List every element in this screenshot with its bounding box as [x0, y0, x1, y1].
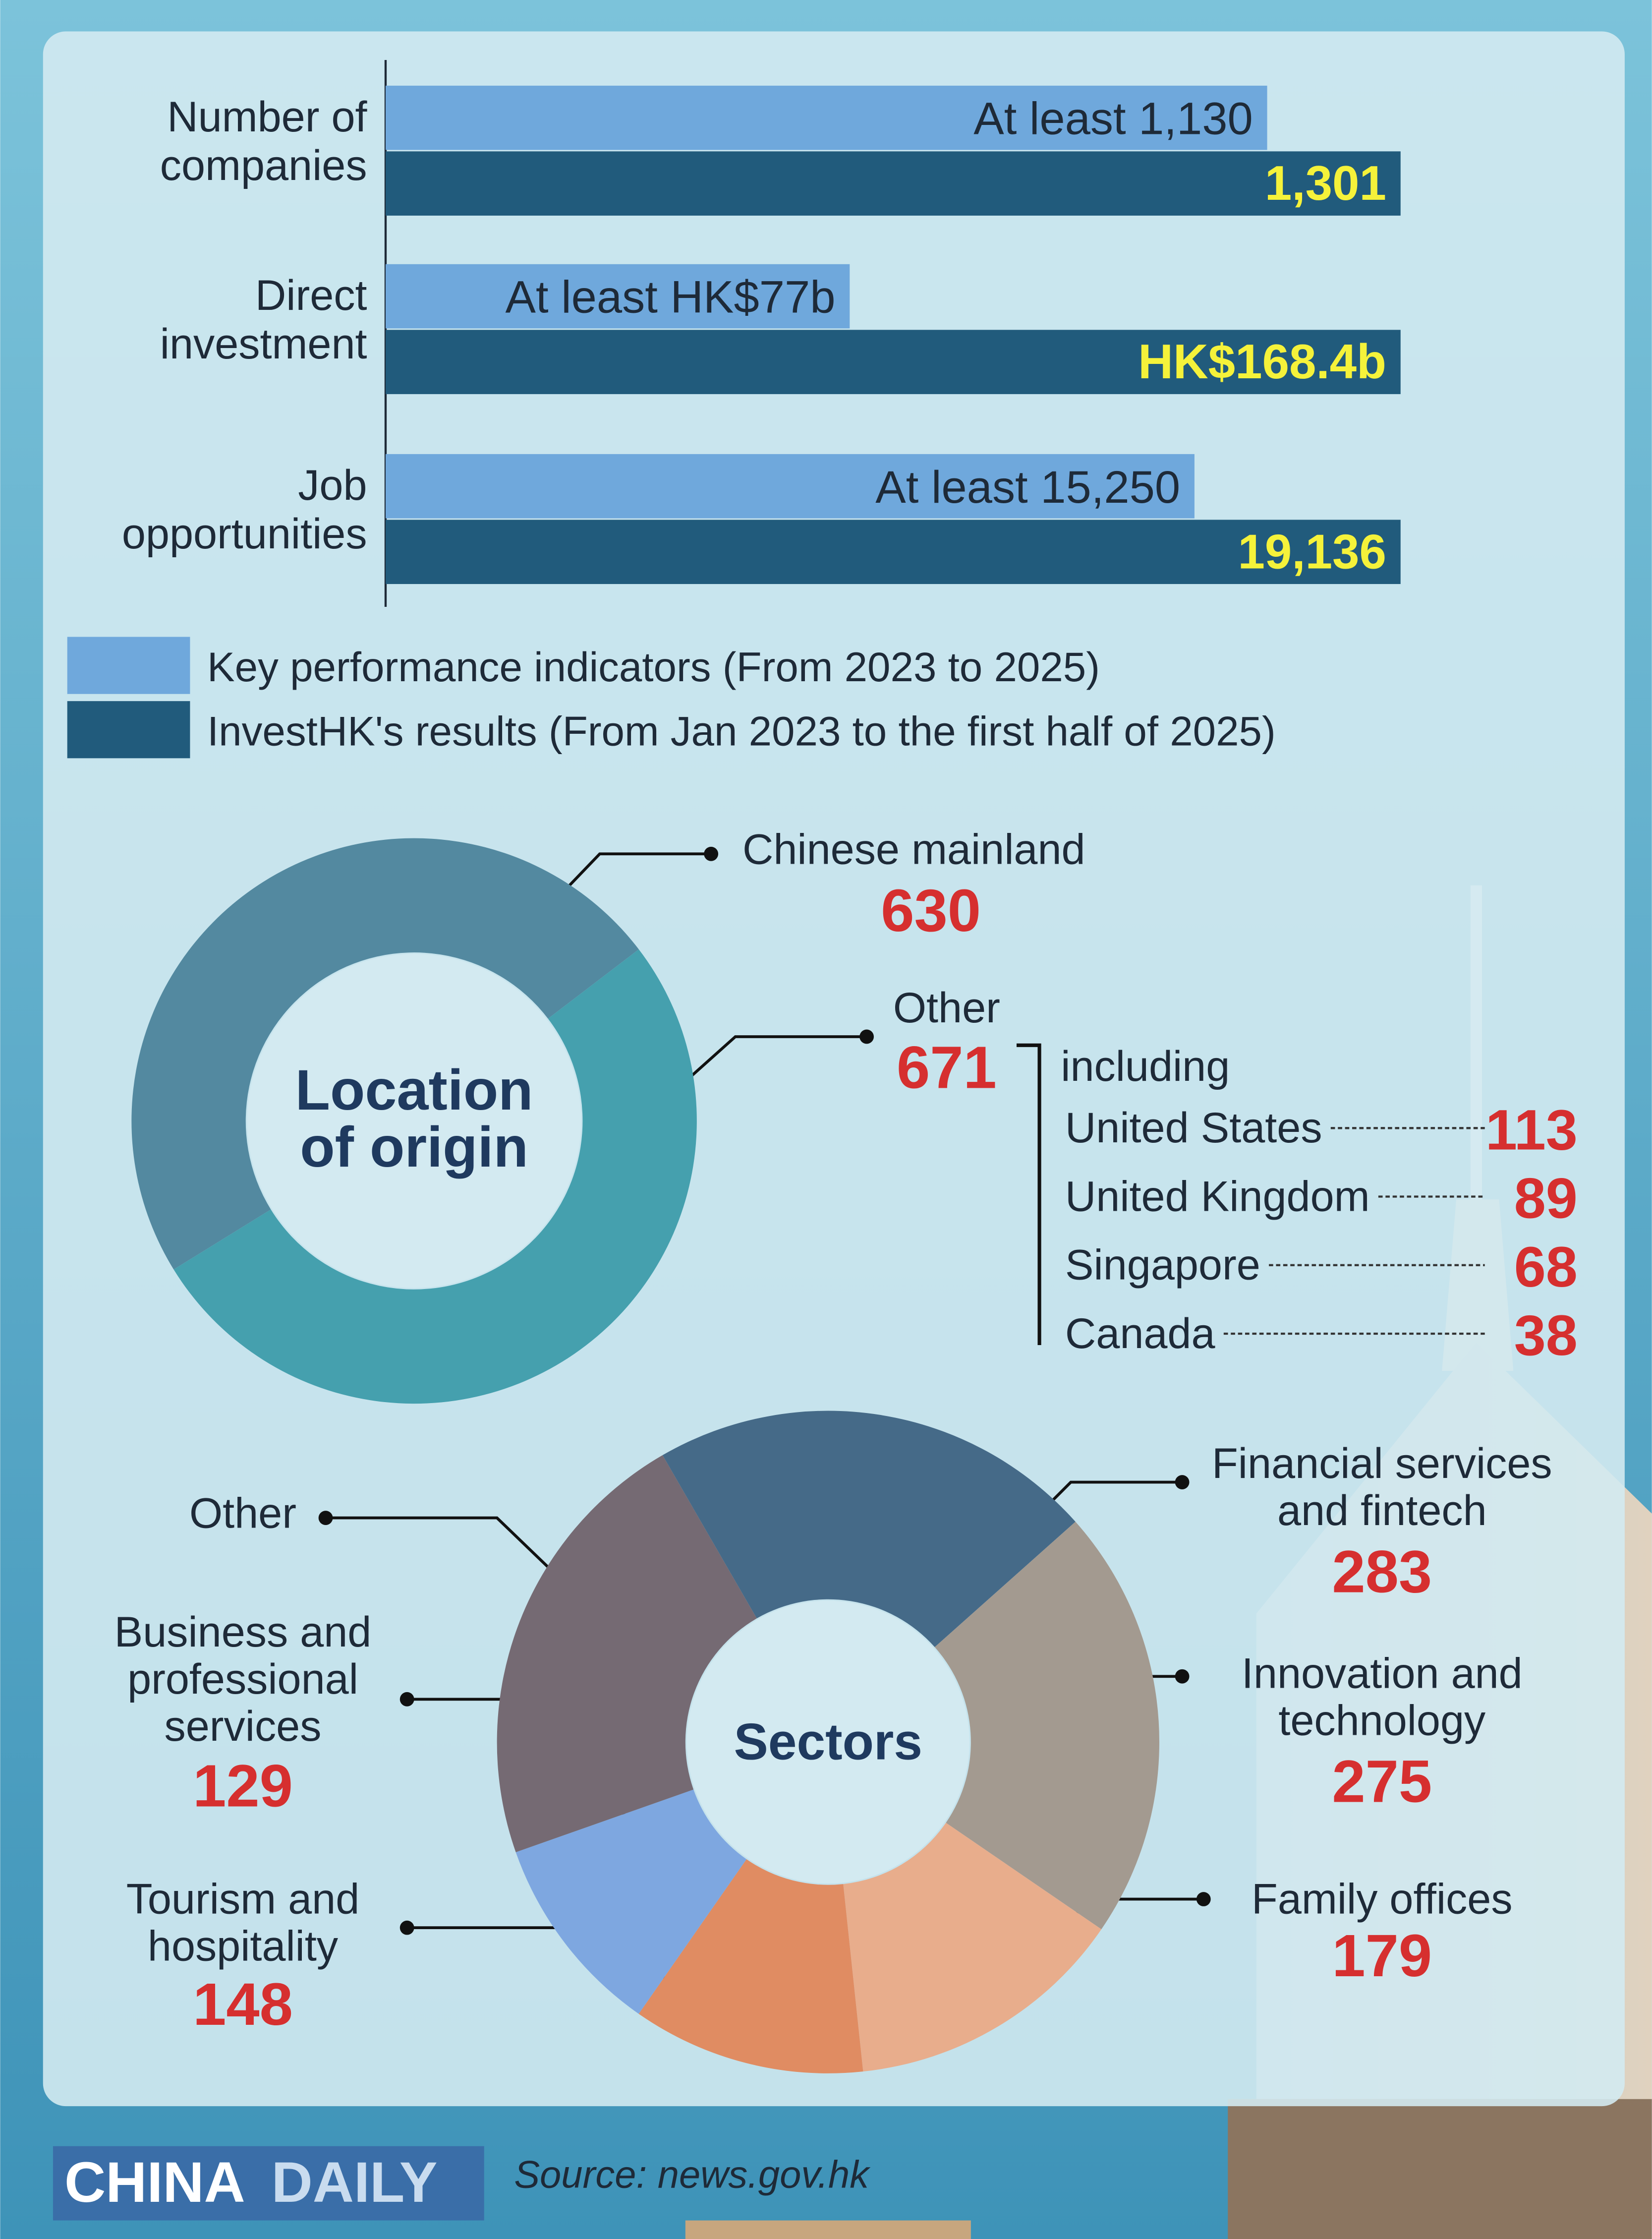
- center-label: Location of origin: [295, 1059, 533, 1179]
- logo-left: CHINA: [64, 2151, 245, 2214]
- slice-value: 630: [881, 877, 981, 944]
- donut-hole: [247, 953, 581, 1288]
- slice-value: 671: [897, 1034, 997, 1101]
- value-label: At least 15,250: [875, 462, 1180, 513]
- donut-slice: [638, 1859, 863, 2073]
- center-label: Sectors: [734, 1712, 922, 1770]
- donut-slice: [515, 1789, 747, 2014]
- bar: [385, 151, 1401, 216]
- breakdown-value: 113: [1485, 1098, 1578, 1162]
- slice-label: Other: [189, 1490, 296, 1537]
- donut-slice: [131, 838, 639, 1270]
- source: Source: news.gov.hk: [514, 2153, 871, 2196]
- bar: [385, 454, 1195, 519]
- slice-value: 275: [1332, 1748, 1432, 1815]
- slice-value: 179: [1332, 1922, 1432, 1989]
- donut-slice: [934, 1522, 1160, 1930]
- slice-label: Other: [893, 984, 1000, 1032]
- slice-label: Chinese mainland: [742, 825, 1085, 873]
- value-label: HK$168.4b: [1138, 334, 1386, 389]
- donut-slice: [497, 1455, 757, 1852]
- logo-right: DAILY: [272, 2151, 438, 2214]
- breakdown-value: 38: [1514, 1304, 1578, 1367]
- bar: [385, 330, 1401, 394]
- donut-slice: [662, 1411, 1076, 1648]
- bar: [385, 520, 1401, 584]
- breakdown-name: Singapore: [1065, 1241, 1260, 1289]
- slice-label: Family offices: [1252, 1875, 1512, 1923]
- category-label: Direct investment: [160, 272, 367, 368]
- value-label: 19,136: [1238, 524, 1386, 579]
- donut-slice: [843, 1823, 1102, 2072]
- category-label: Job opportunities: [122, 462, 367, 558]
- slice-label: Financial services and fintech: [1212, 1440, 1552, 1534]
- breakdown-title: including: [1061, 1043, 1230, 1090]
- legend-label: Key performance indicators (From 2023 to…: [207, 644, 1100, 690]
- breakdown-name: United Kingdom: [1065, 1173, 1370, 1220]
- legend-label: InvestHK's results (From Jan 2023 to the…: [207, 707, 1276, 754]
- slice-value: 283: [1332, 1537, 1432, 1605]
- legend-swatch: [67, 637, 190, 694]
- slice-value: 129: [193, 1752, 293, 1819]
- donut-hole: [686, 1600, 969, 1884]
- value-label: At least HK$77b: [506, 272, 836, 323]
- value-label: At least 1,130: [973, 93, 1253, 144]
- category-label: Number of companies: [160, 93, 368, 189]
- breakdown-name: United States: [1065, 1104, 1322, 1152]
- slice-label: Innovation and technology: [1242, 1650, 1523, 1744]
- donut-slice: [173, 949, 697, 1404]
- logo-box: [53, 2146, 484, 2221]
- bar: [385, 85, 1267, 150]
- breakdown-name: Canada: [1065, 1310, 1216, 1357]
- bar: [385, 264, 850, 329]
- breakdown-value: 89: [1514, 1167, 1578, 1231]
- value-label: 1,301: [1265, 156, 1386, 210]
- slice-label: Business and professional services: [114, 1608, 372, 1750]
- breakdown-value: 68: [1514, 1236, 1578, 1299]
- slice-value: 148: [193, 1970, 293, 2038]
- legend-swatch: [67, 701, 190, 759]
- slice-label: Tourism and hospitality: [126, 1875, 360, 1970]
